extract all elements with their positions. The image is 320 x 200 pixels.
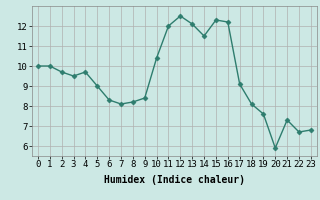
X-axis label: Humidex (Indice chaleur): Humidex (Indice chaleur) (104, 175, 245, 185)
